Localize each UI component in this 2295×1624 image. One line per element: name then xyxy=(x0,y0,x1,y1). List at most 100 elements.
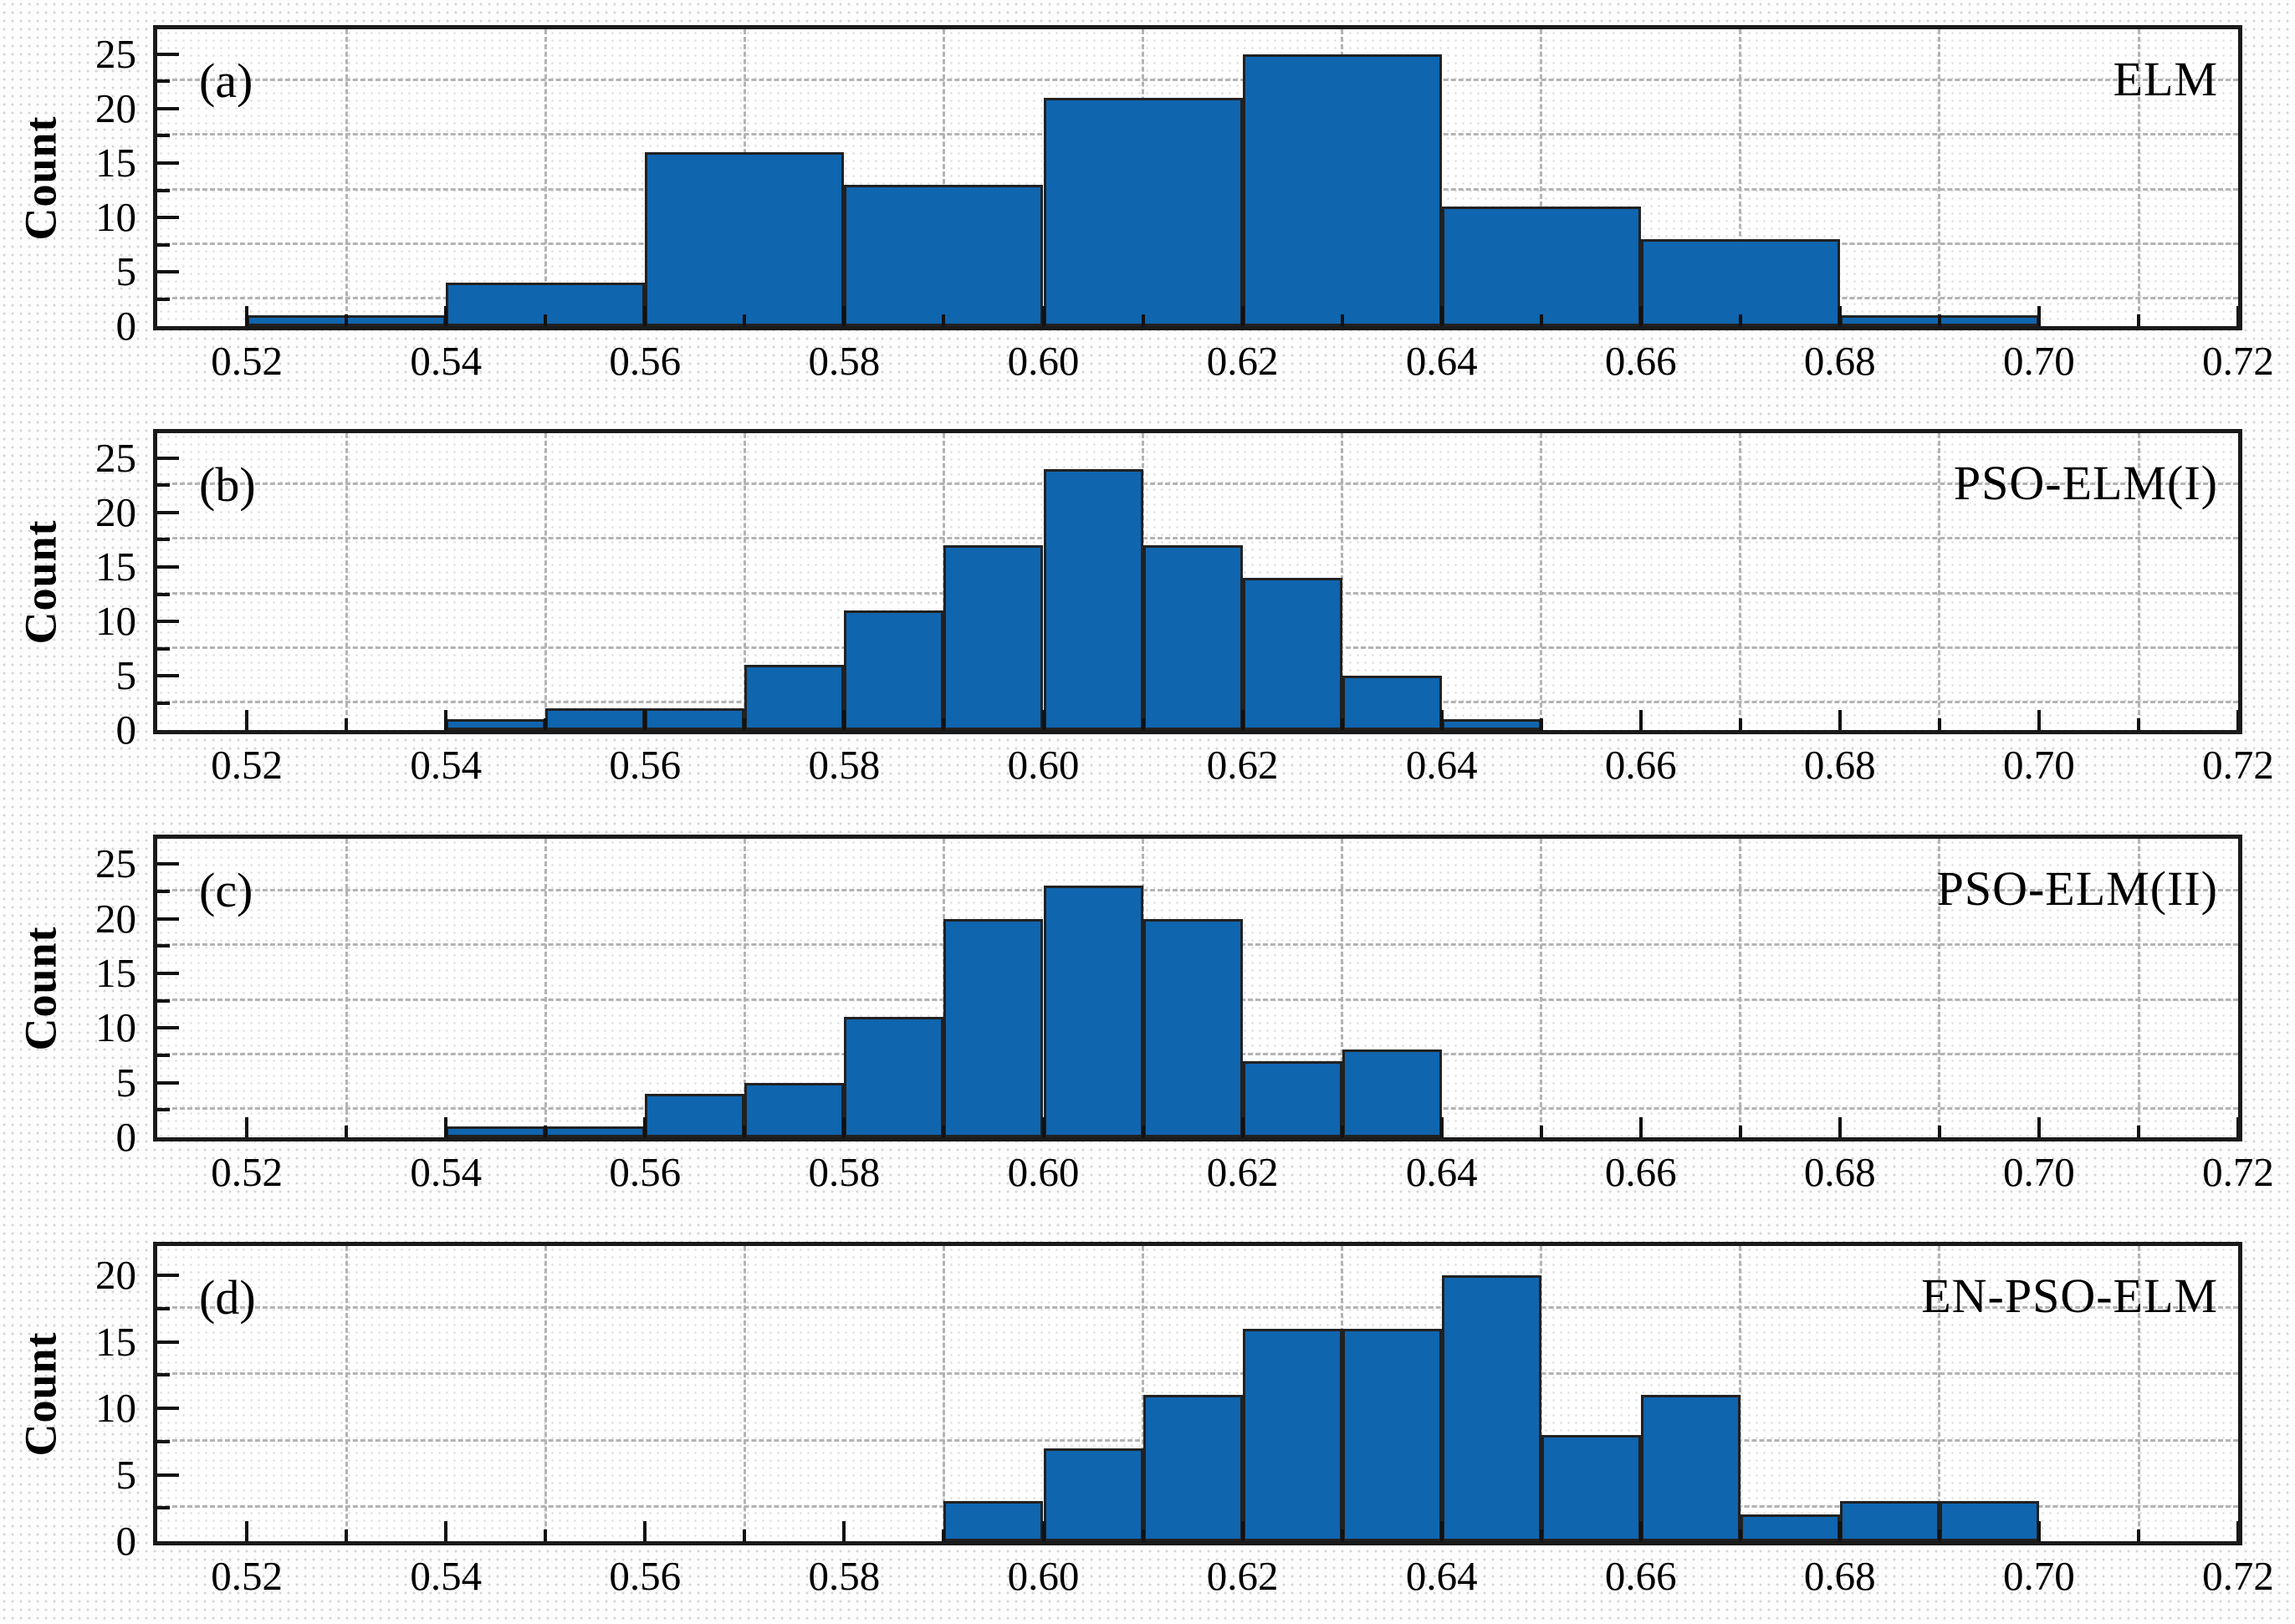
x-major-tick xyxy=(1439,1117,1444,1137)
x-major-tick xyxy=(1240,710,1245,730)
x-minor-tick xyxy=(1141,1530,1145,1541)
x-major-tick xyxy=(1838,1117,1842,1137)
x-minor-tick xyxy=(942,314,946,326)
x-major-tick xyxy=(1638,306,1643,326)
x-minor-tick xyxy=(1539,718,1543,730)
y-tick-label: 10 xyxy=(95,1004,136,1051)
y-major-tick xyxy=(157,1080,179,1085)
x-minor-tick xyxy=(743,314,747,326)
y-minor-tick xyxy=(157,79,170,84)
x-major-tick xyxy=(2037,710,2041,730)
x-minor-tick xyxy=(743,718,747,730)
y-axis-title: Count xyxy=(15,925,65,1051)
x-major-tick xyxy=(1638,710,1643,730)
x-minor-tick xyxy=(1141,718,1145,730)
x-minor-gridline xyxy=(345,29,348,326)
x-minor-gridline xyxy=(1739,29,1742,326)
x-major-tick xyxy=(842,710,846,730)
y-minor-tick xyxy=(157,483,170,488)
histogram-bar xyxy=(1441,719,1541,730)
x-major-tick xyxy=(444,710,448,730)
x-minor-gridline xyxy=(345,839,348,1137)
x-minor-gridline xyxy=(1540,29,1543,326)
x-minor-tick xyxy=(345,314,349,326)
x-minor-tick xyxy=(743,1126,747,1137)
y-major-tick xyxy=(157,1407,179,1410)
y-tick-label: 10 xyxy=(95,1385,136,1431)
x-major-tick xyxy=(643,306,647,326)
y-major-tick xyxy=(157,1340,179,1344)
x-major-tick xyxy=(1240,306,1245,326)
y-minor-tick xyxy=(157,592,170,596)
y-tick-label: 0 xyxy=(115,707,137,753)
y-minor-tick xyxy=(157,998,170,1003)
x-major-tick xyxy=(2037,1117,2041,1137)
x-major-tick xyxy=(245,1521,249,1541)
x-tick-label: 0.56 xyxy=(609,742,682,788)
x-tick-label: 0.60 xyxy=(1007,1149,1080,1195)
panel-b-plot: (b) PSO-ELM(I) xyxy=(153,429,2242,734)
x-tick-label: 0.58 xyxy=(808,1149,881,1195)
histogram-bar xyxy=(446,1126,546,1137)
y-minor-gridline xyxy=(157,537,2238,540)
x-major-tick xyxy=(1041,710,1045,730)
x-minor-gridline xyxy=(1739,433,1742,730)
x-major-tick xyxy=(1041,1521,1045,1541)
x-tick-label: 0.72 xyxy=(2202,742,2274,788)
histogram-bar xyxy=(645,1093,745,1137)
histogram-bar xyxy=(1640,239,1840,326)
histogram-bar xyxy=(1242,54,1442,326)
y-minor-tick xyxy=(157,1053,170,1057)
y-tick-label: 20 xyxy=(95,895,136,942)
x-minor-tick xyxy=(1340,1530,1344,1541)
x-minor-tick xyxy=(1738,314,1742,326)
x-minor-gridline xyxy=(1341,433,1344,730)
x-major-tick xyxy=(1638,1117,1643,1137)
y-axis-title: Count xyxy=(15,518,65,645)
x-major-tick xyxy=(245,306,249,326)
x-tick-label: 0.66 xyxy=(1604,742,1677,788)
panel-c-title: PSO-ELM(II) xyxy=(1936,861,2218,916)
x-tick-label: 0.52 xyxy=(211,742,283,788)
x-minor-tick xyxy=(1539,1126,1543,1137)
y-tick-label: 15 xyxy=(95,949,136,996)
y-tick-label: 5 xyxy=(115,248,137,294)
x-major-tick xyxy=(2236,306,2238,326)
x-major-tick xyxy=(444,1117,448,1137)
x-minor-gridline xyxy=(1142,1246,1144,1541)
y-major-tick xyxy=(157,862,179,866)
y-tick-label: 10 xyxy=(95,598,136,644)
y-minor-gridline xyxy=(157,1372,2238,1376)
x-tick-label: 0.70 xyxy=(2003,1149,2075,1195)
x-minor-tick xyxy=(1937,718,1941,730)
y-major-tick xyxy=(157,1026,179,1030)
panel-a-letter: (a) xyxy=(199,54,253,108)
x-minor-tick xyxy=(2137,1530,2140,1541)
y-major-tick xyxy=(157,216,179,219)
y-minor-tick xyxy=(157,646,170,651)
y-major-tick xyxy=(157,971,179,975)
y-tick-label: 20 xyxy=(95,488,136,535)
histogram-bar xyxy=(1043,468,1143,730)
x-minor-gridline xyxy=(544,29,547,326)
x-minor-tick xyxy=(1539,314,1543,326)
y-tick-label: 5 xyxy=(115,1059,137,1106)
histogram-bar xyxy=(1242,1328,1342,1541)
y-tick-label: 20 xyxy=(95,1252,136,1298)
x-tick-label: 0.52 xyxy=(211,1553,283,1599)
x-tick-label: 0.68 xyxy=(1803,742,1876,788)
x-major-tick xyxy=(245,710,249,730)
histogram-bar xyxy=(1142,544,1243,730)
x-minor-gridline xyxy=(1739,1246,1742,1541)
x-minor-tick xyxy=(1340,718,1344,730)
x-tick-label: 0.58 xyxy=(808,742,881,788)
x-minor-tick xyxy=(1539,1530,1543,1541)
x-minor-tick xyxy=(1738,1530,1742,1541)
y-major-tick xyxy=(157,620,179,623)
panel-a-plot: (a) ELM xyxy=(153,25,2242,330)
x-minor-gridline xyxy=(2137,433,2140,730)
x-major-tick xyxy=(1439,710,1444,730)
x-minor-tick xyxy=(1937,1126,1941,1137)
panel-b-letter: (b) xyxy=(199,457,256,512)
panel-d-plot: (d) EN-PSO-ELM xyxy=(153,1242,2242,1545)
